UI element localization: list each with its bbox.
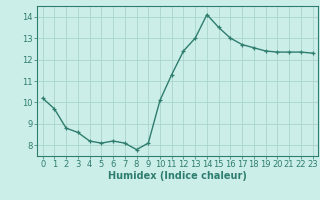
X-axis label: Humidex (Indice chaleur): Humidex (Indice chaleur) — [108, 171, 247, 181]
